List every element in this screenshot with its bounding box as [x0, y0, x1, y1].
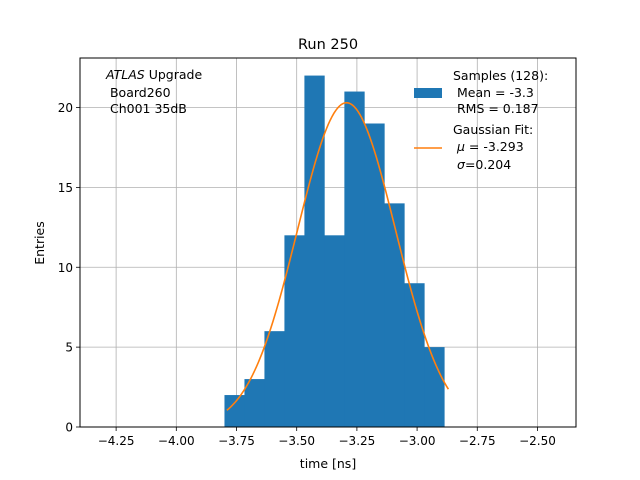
y-tick-label: 5	[65, 341, 73, 355]
histogram-bar	[364, 123, 385, 428]
legend-hist-line-1: Samples (128):	[453, 68, 548, 83]
x-axis-label: time [ns]	[300, 456, 356, 471]
legend: Samples (128): Mean = -3.3 RMS = 0.187 G…	[414, 68, 548, 172]
x-tick-label: −3.00	[399, 434, 436, 448]
x-tick-label: −3.25	[339, 434, 376, 448]
histogram-bar	[264, 331, 285, 427]
legend-hist-line-3: RMS = 0.187	[453, 101, 539, 116]
histogram-bars	[224, 75, 445, 428]
histogram-bar	[424, 347, 445, 427]
legend-mu-value: = -3.293	[465, 139, 524, 154]
y-tick-label: 20	[58, 101, 73, 115]
annotation-upgrade: Upgrade	[145, 67, 203, 82]
fit-curve-layer	[226, 101, 450, 411]
atlas-annotation: ATLAS Upgrade Board260 Ch001 35dB	[105, 67, 202, 116]
x-tick-label: −4.00	[158, 434, 195, 448]
legend-sigma-symbol: σ	[457, 157, 466, 172]
x-tick-label: −3.50	[278, 434, 315, 448]
x-tick-label: −4.25	[98, 434, 135, 448]
legend-hist-line-2: Mean = -3.3	[453, 85, 534, 100]
y-tick-label: 15	[58, 181, 73, 195]
annotation-line-3: Ch001 35dB	[106, 101, 187, 116]
annotation-atlas: ATLAS	[105, 67, 145, 82]
axis-ticks: −4.25 −4.00 −3.75 −3.50 −3.25 −3.00 −2.75 −2.50…	[58, 101, 556, 448]
histogram-bar	[284, 235, 305, 427]
y-axis-label: Entries	[32, 221, 47, 265]
x-tick-label: −3.75	[218, 434, 255, 448]
y-tick-label: 10	[58, 261, 73, 275]
legend-sigma-value: =0.204	[465, 157, 511, 172]
histogram-bar	[224, 395, 245, 427]
annotation-line-2: Board260	[106, 85, 171, 100]
plot-frame	[79, 57, 577, 428]
histogram-bar	[344, 91, 365, 427]
chart-title: Run 250	[298, 37, 358, 53]
histogram-bar	[244, 379, 265, 427]
legend-fit-title: Gaussian Fit:	[453, 122, 533, 137]
histogram-bar	[304, 75, 325, 428]
y-tick-label: 0	[65, 421, 73, 435]
legend-hist-swatch	[414, 88, 442, 98]
gaussian-fit-curve	[226, 101, 450, 411]
legend-fit-sigma: σ=0.204	[457, 157, 511, 172]
x-tick-label: −2.75	[459, 434, 496, 448]
histogram-bar	[324, 235, 345, 427]
legend-fit-mu: μ = -3.293	[456, 139, 524, 154]
x-tick-label: −2.50	[519, 434, 556, 448]
annotation-line-1: ATLAS Upgrade	[105, 67, 202, 82]
histogram-bar	[384, 203, 405, 427]
legend-mu-symbol: μ	[456, 139, 465, 154]
